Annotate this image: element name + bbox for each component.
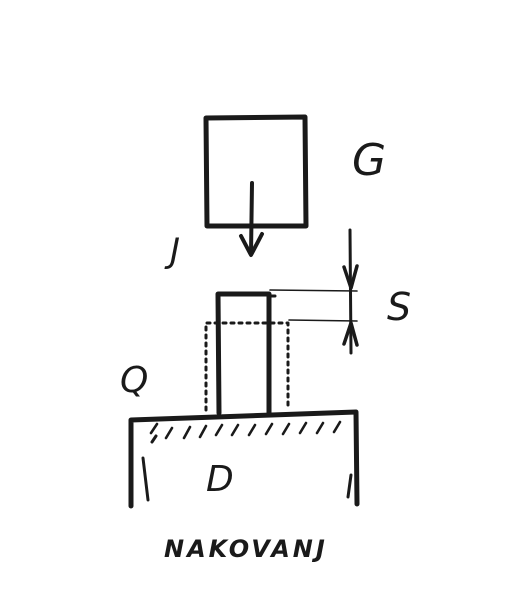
anvil-caption: NAKOVANJ [164, 535, 328, 563]
arrow-down-icon [239, 181, 264, 257]
workpiece-dotted-outline [204, 321, 290, 412]
hammer-block [203, 114, 309, 229]
workpiece [215, 291, 277, 416]
label-stroke: S [387, 285, 411, 329]
label-anvil-mark: D [206, 459, 234, 500]
label-velocity: J [164, 231, 180, 271]
label-workpiece: Q [120, 360, 148, 401]
anvil [128, 409, 360, 509]
stroke-dimension [269, 228, 358, 355]
dimension-arrows-icon [342, 264, 359, 347]
label-weight: G [352, 135, 386, 186]
anvil-hatching [149, 420, 342, 440]
